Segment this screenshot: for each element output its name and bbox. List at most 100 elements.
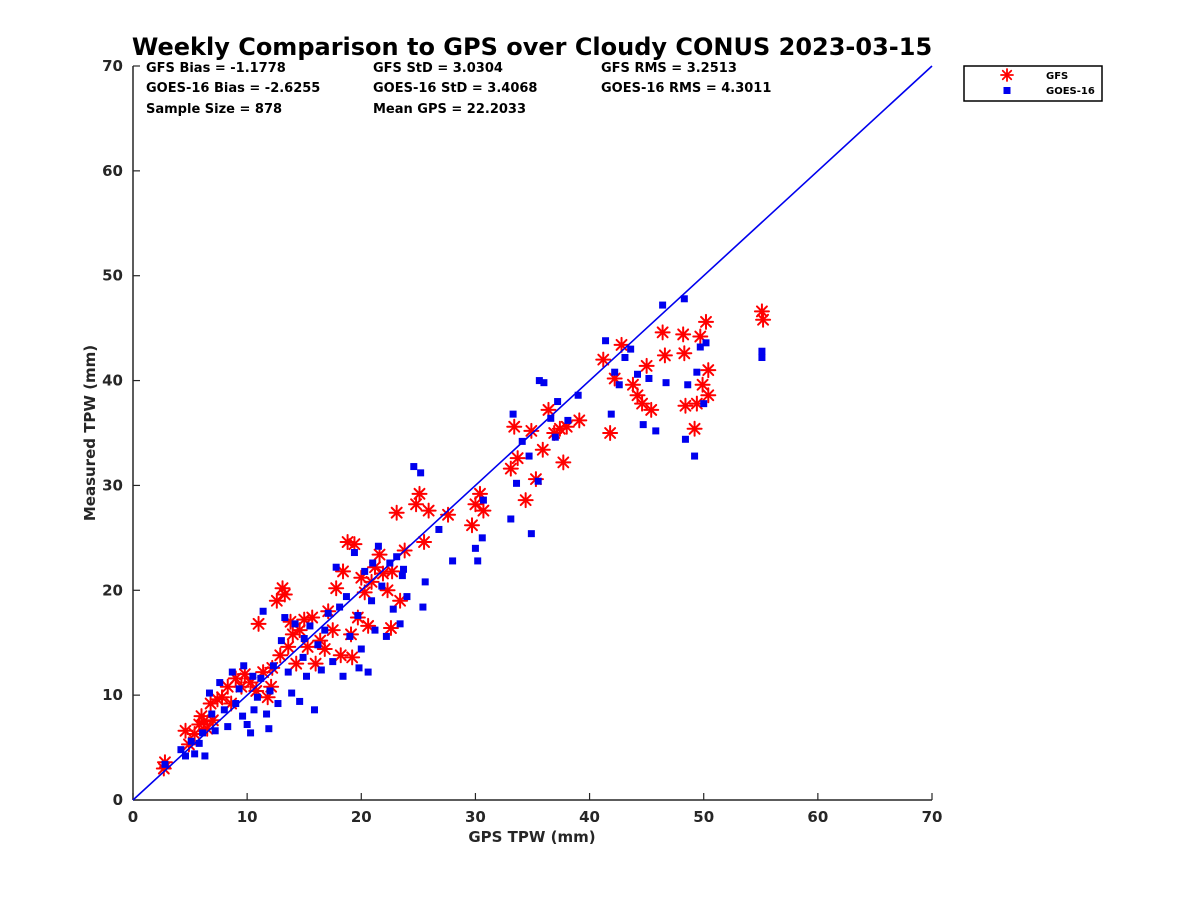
goes16-point [758, 347, 766, 355]
y-tick-label: 0 [113, 791, 123, 809]
goes16-point [216, 679, 224, 687]
goes16-point [527, 530, 535, 538]
goes16-point [357, 645, 365, 653]
goes16-point [662, 379, 670, 387]
y-ticks: 0 10 20 30 40 50 60 70 [102, 57, 140, 809]
goes16-point [182, 752, 190, 760]
gfs-point [638, 357, 655, 374]
goes16-point [288, 689, 296, 697]
goes16-point [478, 534, 486, 542]
gfs-point [388, 504, 405, 521]
goes16-point [355, 664, 363, 672]
goes16-point [758, 354, 766, 362]
stat-r2-c0: Sample Size = 878 [146, 102, 282, 117]
series-goes16 [161, 295, 766, 768]
gfs-point [506, 418, 523, 435]
one-to-one-line [132, 65, 933, 801]
goes16-point [417, 469, 425, 477]
goes16-point [291, 620, 299, 628]
goes16-point [378, 582, 386, 590]
gfs-point [276, 586, 293, 603]
plot-area [155, 295, 772, 777]
goes16-point [400, 565, 408, 573]
gfs-point [700, 387, 717, 404]
goes16-point [263, 710, 271, 718]
x-tick-label: 60 [807, 808, 828, 826]
goes16-point [534, 477, 542, 485]
gfs-point [654, 324, 671, 341]
gfs-point [656, 347, 673, 364]
goes16-point [324, 609, 332, 617]
x-tick-label: 10 [237, 808, 258, 826]
goes16-point [228, 668, 236, 676]
goes16-point [419, 603, 427, 611]
x-tick-label: 0 [128, 808, 138, 826]
goes16-point [684, 381, 692, 389]
goes16-point [302, 672, 310, 680]
y-tick-label: 20 [102, 581, 123, 599]
gfs-point [280, 638, 297, 655]
goes16-point [680, 295, 688, 303]
gfs-point [676, 345, 693, 362]
x-axis-label: GPS TPW (mm) [468, 828, 595, 846]
goes16-point [368, 597, 376, 605]
gfs-point [523, 422, 540, 439]
gfs-point [408, 496, 425, 513]
gfs-point [540, 401, 557, 418]
goes16-point [607, 410, 615, 418]
goes16-point [398, 572, 406, 580]
goes16-point [507, 515, 515, 523]
gfs-point [643, 401, 660, 418]
goes16-point [371, 626, 379, 634]
gfs-point [686, 420, 703, 437]
goes16-point [615, 381, 623, 389]
stat-r1-c0: GOES-16 Bias = -2.6255 [146, 81, 320, 96]
goes16-point [257, 674, 265, 682]
y-tick-label: 40 [102, 372, 123, 390]
goes16-point [702, 339, 710, 347]
gfs-point [697, 313, 714, 330]
gfs-point [464, 517, 481, 534]
goes16-point [332, 563, 340, 571]
chart-title: Weekly Comparison to GPS over Cloudy CON… [132, 33, 932, 61]
goes16-point [403, 593, 411, 601]
goes16-point [435, 525, 443, 533]
gfs-point [675, 326, 692, 343]
goes16-point [269, 662, 277, 670]
goes16-point [259, 607, 267, 615]
gfs-point [420, 502, 437, 519]
goes16-point [247, 729, 255, 737]
x-tick-label: 40 [579, 808, 600, 826]
goes16-point [627, 345, 635, 353]
gfs-point [595, 351, 612, 368]
goes16-point [449, 557, 457, 565]
goes16-point [611, 368, 619, 376]
goes16-point [634, 370, 642, 378]
legend-label-goes16: GOES-16 [1046, 86, 1095, 97]
goes16-point [342, 593, 350, 601]
goes16-point [274, 700, 282, 708]
goes16-point [201, 752, 209, 760]
goes16-point [350, 549, 358, 557]
gfs-point [634, 395, 651, 412]
y-axis-label: Measured TPW (mm) [81, 345, 99, 521]
goes16-point [361, 567, 369, 575]
goes16-point [314, 641, 322, 649]
goes16-point [299, 653, 307, 661]
gfs-point [374, 565, 391, 582]
goes16-point [177, 746, 185, 754]
goes16-point [554, 398, 562, 406]
gfs-point [332, 647, 349, 664]
goes16-point [652, 427, 660, 435]
goes16-point [253, 693, 261, 701]
x-tick-label: 20 [351, 808, 372, 826]
goes16-point [700, 400, 708, 408]
goes16-point [317, 666, 325, 674]
gfs-point [382, 620, 399, 637]
goes16-point [161, 760, 169, 768]
goes16-point [199, 729, 207, 737]
goes16-point [639, 421, 647, 429]
gfs-point [509, 450, 526, 467]
stat-r0-c2: GFS RMS = 3.2513 [601, 61, 737, 76]
